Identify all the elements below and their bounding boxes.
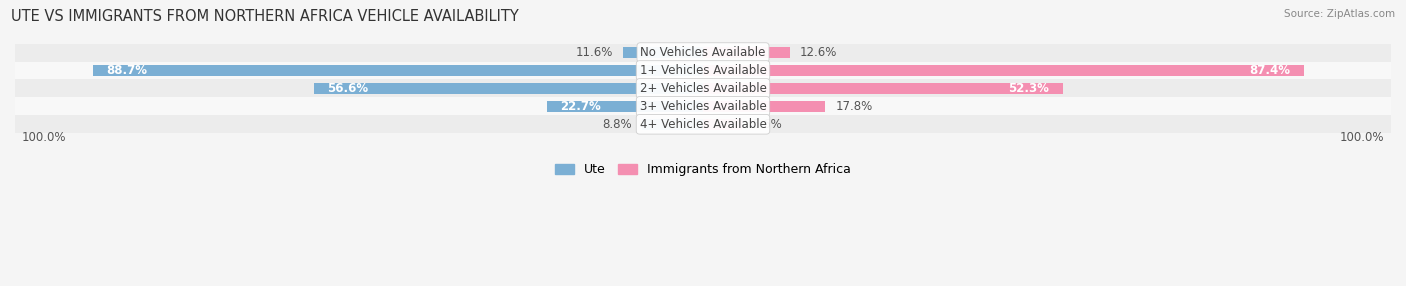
Bar <box>703 119 741 130</box>
Text: 4+ Vehicles Available: 4+ Vehicles Available <box>640 118 766 131</box>
Bar <box>15 43 1391 61</box>
Text: 87.4%: 87.4% <box>1250 64 1291 77</box>
Text: 2+ Vehicles Available: 2+ Vehicles Available <box>640 82 766 95</box>
Bar <box>703 47 790 58</box>
Bar <box>15 80 1391 98</box>
Text: 52.3%: 52.3% <box>1008 82 1049 95</box>
Bar <box>15 115 1391 133</box>
Bar <box>547 101 703 112</box>
Text: 17.8%: 17.8% <box>835 100 873 113</box>
Legend: Ute, Immigrants from Northern Africa: Ute, Immigrants from Northern Africa <box>555 163 851 176</box>
Text: 8.8%: 8.8% <box>603 118 633 131</box>
Bar <box>703 83 1063 94</box>
Bar <box>643 119 703 130</box>
Text: 56.6%: 56.6% <box>328 82 368 95</box>
Bar <box>703 101 825 112</box>
Text: 1+ Vehicles Available: 1+ Vehicles Available <box>640 64 766 77</box>
Text: 100.0%: 100.0% <box>22 131 66 144</box>
Text: 22.7%: 22.7% <box>561 100 602 113</box>
Text: 88.7%: 88.7% <box>107 64 148 77</box>
Bar <box>623 47 703 58</box>
Text: 5.6%: 5.6% <box>752 118 782 131</box>
Text: 100.0%: 100.0% <box>1340 131 1384 144</box>
Bar <box>703 65 1305 76</box>
Bar <box>93 65 703 76</box>
Bar <box>314 83 703 94</box>
Bar <box>15 98 1391 115</box>
Text: UTE VS IMMIGRANTS FROM NORTHERN AFRICA VEHICLE AVAILABILITY: UTE VS IMMIGRANTS FROM NORTHERN AFRICA V… <box>11 9 519 23</box>
Text: Source: ZipAtlas.com: Source: ZipAtlas.com <box>1284 9 1395 19</box>
Text: 11.6%: 11.6% <box>575 46 613 59</box>
Text: 12.6%: 12.6% <box>800 46 838 59</box>
Text: No Vehicles Available: No Vehicles Available <box>640 46 766 59</box>
Text: 3+ Vehicles Available: 3+ Vehicles Available <box>640 100 766 113</box>
Bar <box>15 61 1391 80</box>
